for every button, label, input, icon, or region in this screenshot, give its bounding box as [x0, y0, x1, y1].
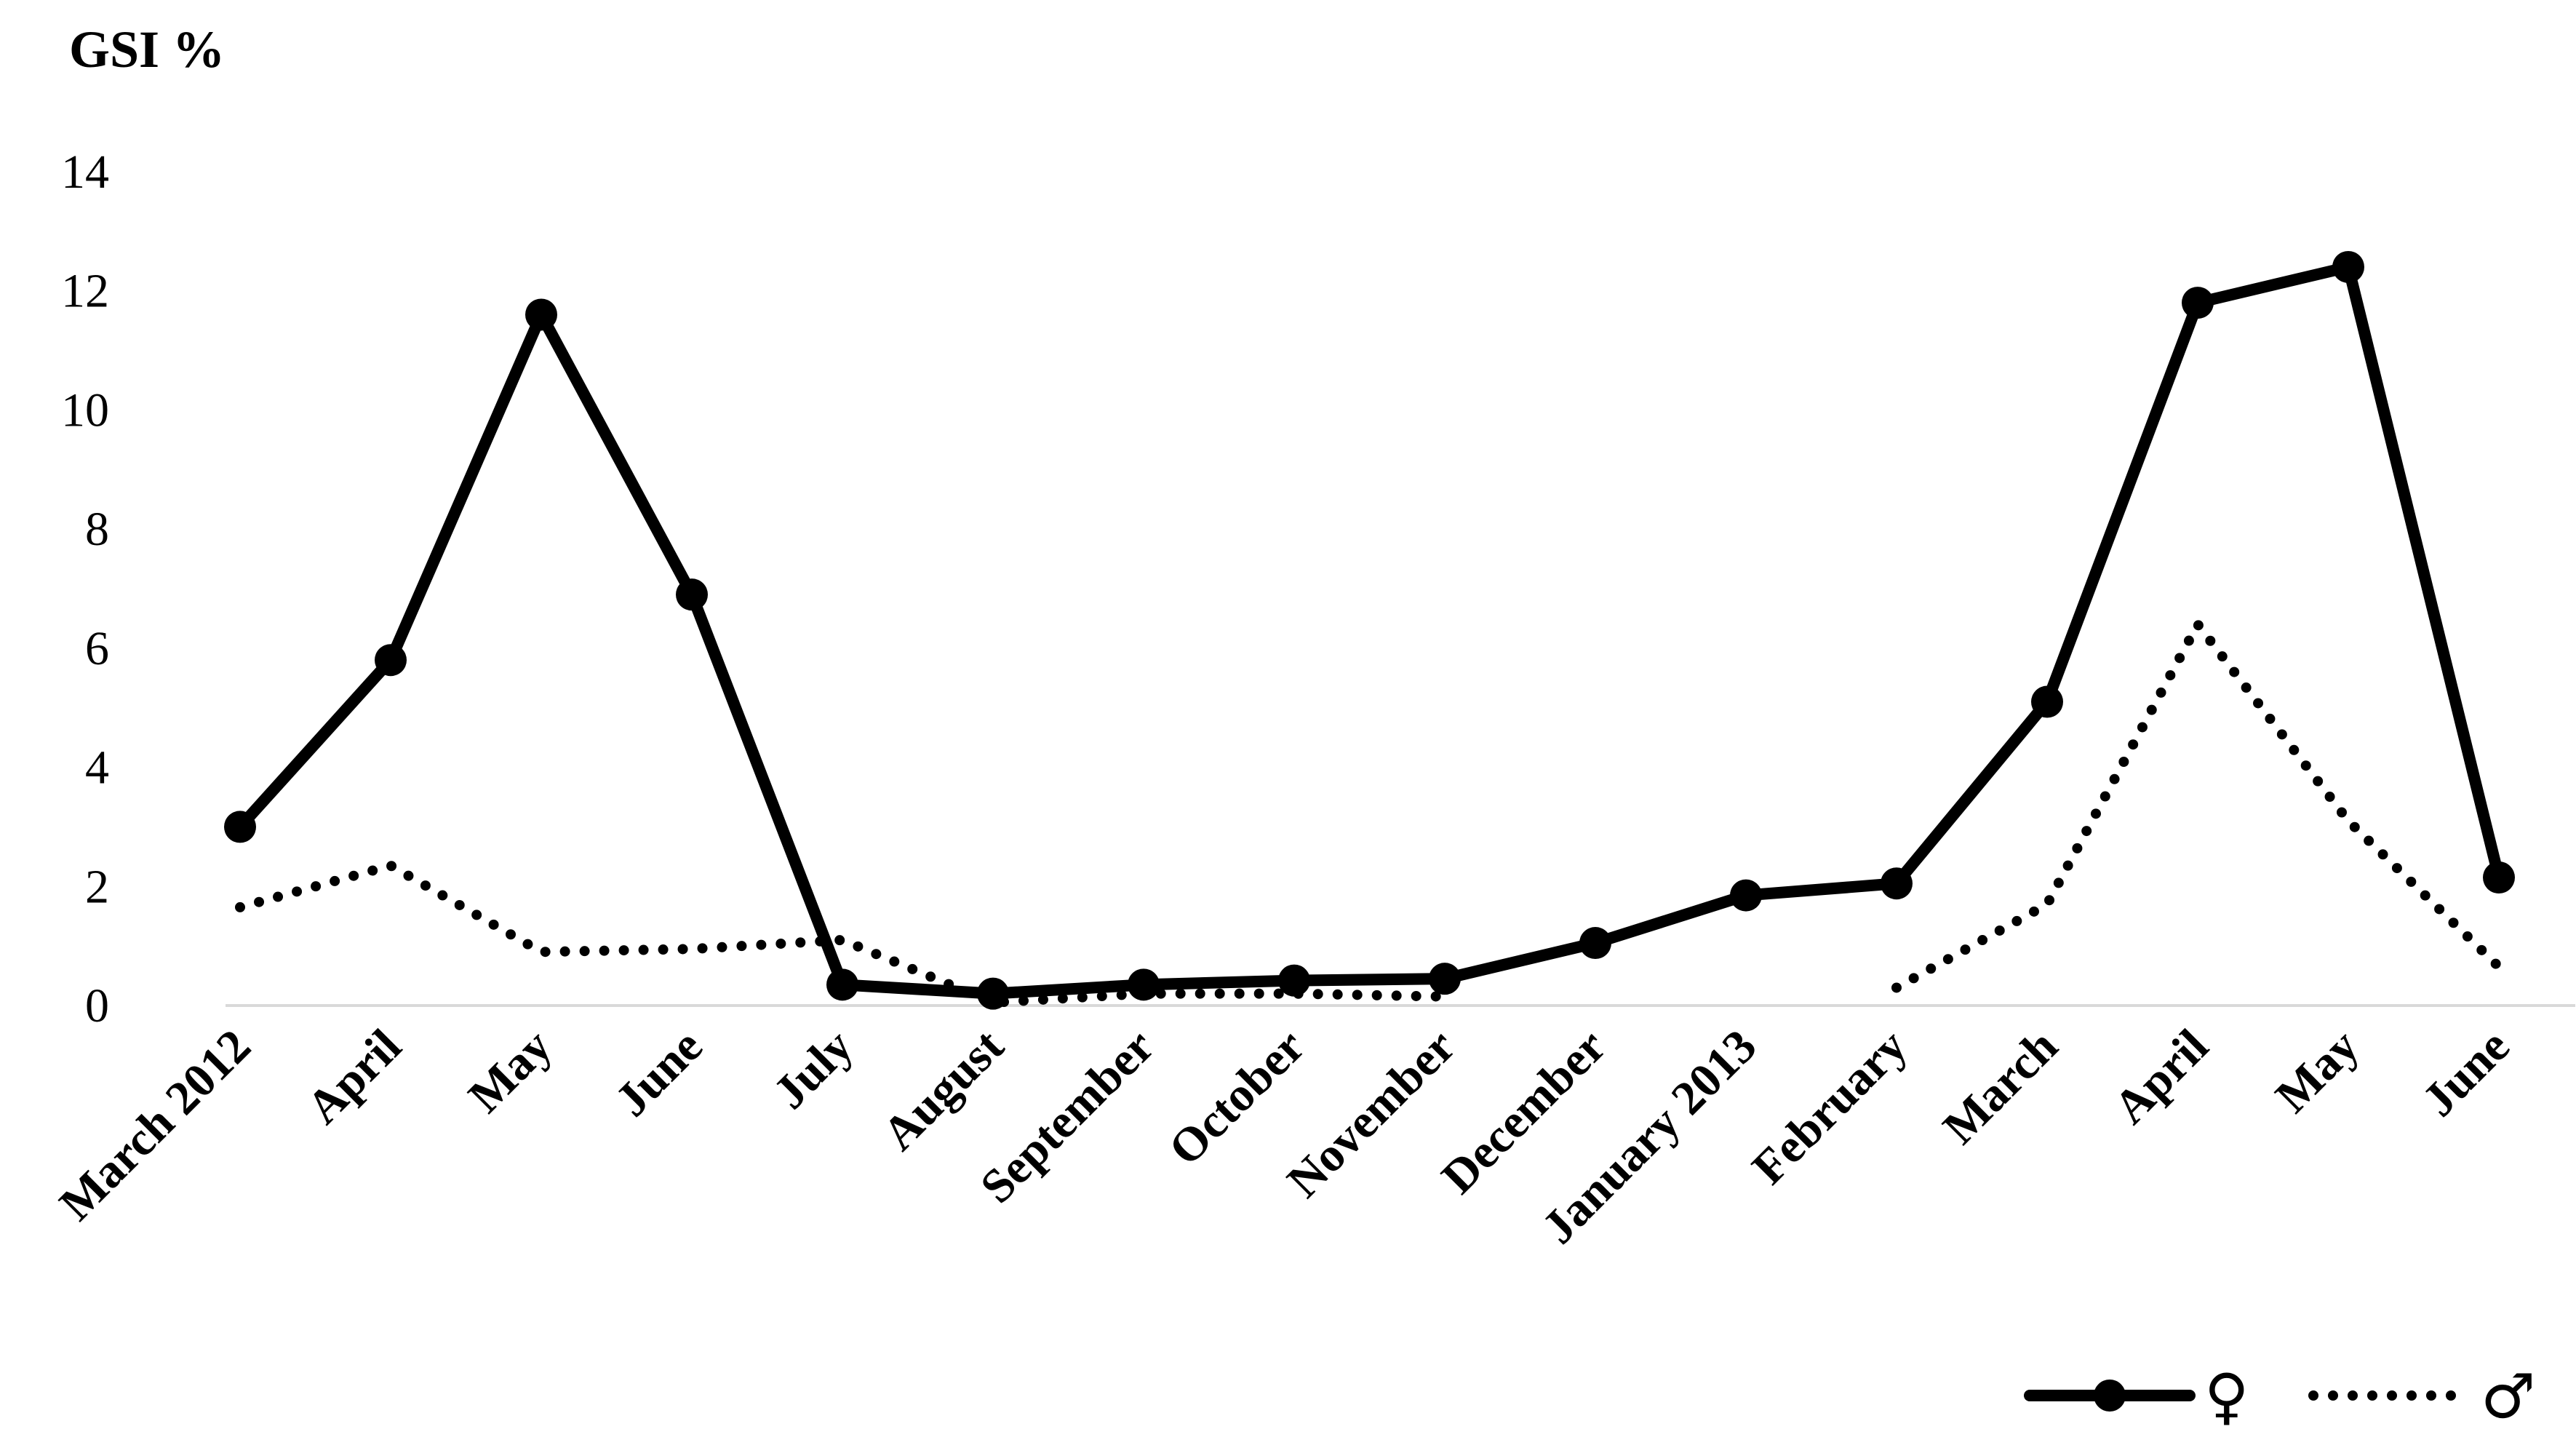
data-point-female — [1881, 867, 1913, 900]
data-point-female — [2332, 250, 2364, 283]
y-tick-label: 0 — [85, 979, 109, 1032]
series-layer — [224, 250, 2515, 1010]
x-tick-label: February — [1742, 1019, 1918, 1195]
y-tick-label: 12 — [61, 265, 109, 318]
data-point-female — [224, 811, 256, 843]
legend-label-female: ♀ — [2204, 1361, 2249, 1429]
legend-marker-female — [2094, 1380, 2126, 1412]
series-line-male — [235, 860, 1450, 1008]
y-tick-label: 6 — [85, 622, 109, 675]
data-point-female — [1730, 879, 1762, 912]
series-line-female — [234, 260, 2505, 1000]
y-tick-label: 2 — [85, 860, 109, 913]
data-point-female — [375, 644, 407, 677]
data-point-female — [1278, 964, 1310, 997]
data-point-female — [676, 578, 708, 611]
data-point-female — [2031, 685, 2063, 718]
legend-label-male: ♂ — [2481, 1361, 2535, 1429]
x-tick-label: May — [458, 1019, 562, 1123]
data-point-female — [1128, 968, 1160, 1001]
series-line-male — [1891, 619, 2504, 993]
legend: ♀ ♂ — [2024, 1361, 2535, 1429]
x-tick-label: March — [1933, 1019, 2068, 1155]
x-tick-label: October — [1159, 1019, 1315, 1176]
y-tick-label: 4 — [85, 741, 109, 795]
x-tick-label: April — [2104, 1019, 2219, 1134]
data-point-female — [2182, 287, 2214, 319]
x-tick-label: April — [297, 1019, 412, 1134]
data-point-female — [1579, 927, 1611, 960]
x-tick-label: June — [605, 1019, 713, 1127]
data-point-female — [525, 298, 557, 331]
y-tick-label: 14 — [61, 146, 109, 199]
x-tick-label: June — [2412, 1019, 2520, 1127]
data-point-female — [977, 977, 1009, 1010]
x-tick-label: May — [2265, 1019, 2369, 1123]
x-tick-label: March 2012 — [49, 1019, 261, 1231]
x-tick-label: August — [872, 1019, 1013, 1161]
x-tick-label: July — [763, 1019, 863, 1119]
x-axis-ticks: March 2012 April May June July AugustSeptembe… — [49, 1019, 2520, 1254]
y-axis-ticks: 0 2 4 6 8 10 12 14 — [61, 146, 109, 1032]
data-point-female — [2483, 861, 2515, 894]
y-tick-label: 10 — [61, 383, 109, 437]
data-point-female — [1429, 963, 1461, 995]
y-axis-label: GSI % — [69, 20, 225, 79]
data-point-female — [826, 968, 858, 1001]
y-tick-label: 8 — [85, 503, 109, 556]
